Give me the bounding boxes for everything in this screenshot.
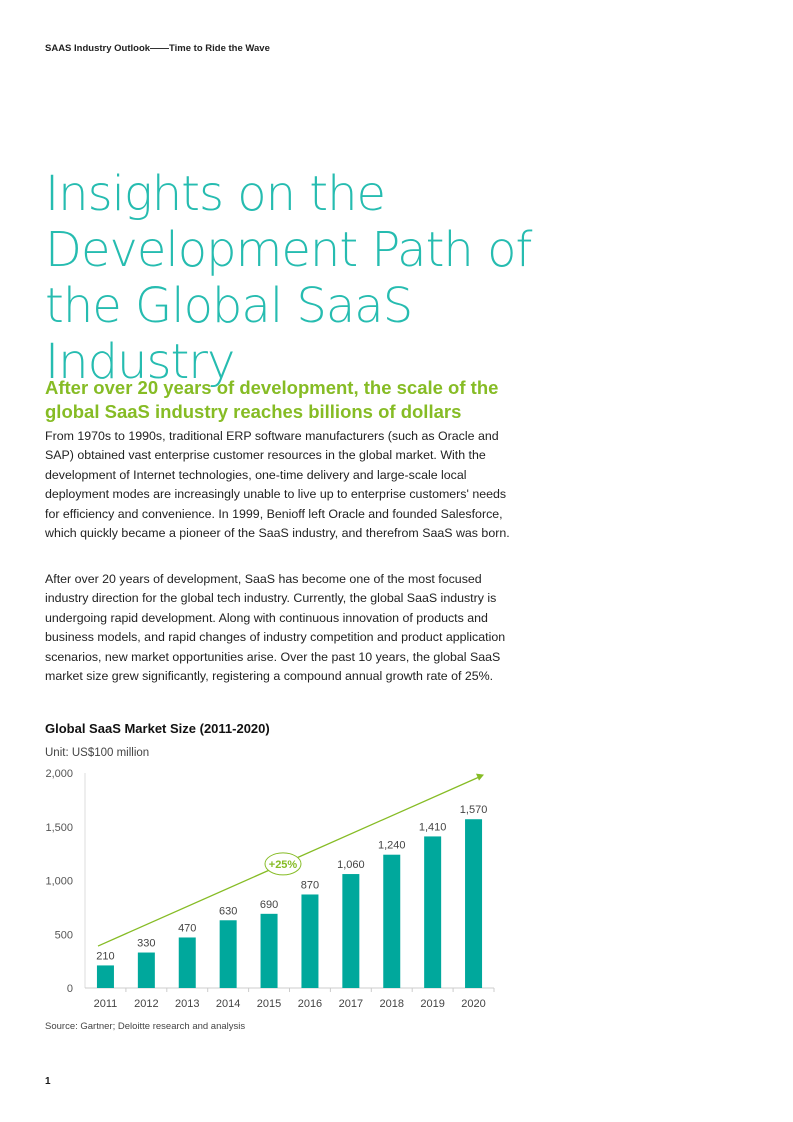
bar-value-label: 1,240 [378, 840, 406, 852]
x-tick-label: 2018 [380, 998, 404, 1010]
bar-value-label: 870 [301, 879, 319, 891]
section-heading: After over 20 years of development, the … [45, 377, 499, 422]
title-line: Development Path of [45, 222, 532, 278]
x-tick-label: 2014 [216, 998, 240, 1010]
x-tick-label: 2015 [257, 998, 281, 1010]
x-tick-label: 2013 [175, 998, 199, 1010]
chart-unit: Unit: US$100 million [45, 747, 150, 759]
bar [424, 836, 442, 988]
trend-arrowhead [476, 773, 484, 781]
chart-title: Global SaaS Market Size (2011-2020) [45, 721, 270, 736]
bar-value-label: 630 [219, 905, 237, 917]
x-tick-label: 2011 [94, 998, 118, 1010]
source-note: Source: Gartner; Deloitte research and a… [45, 1021, 246, 1032]
bar-value-label: 330 [137, 938, 155, 950]
bar-value-label: 470 [178, 922, 196, 934]
x-tick-label: 2016 [298, 998, 322, 1010]
bar [96, 965, 114, 988]
bar [465, 819, 483, 988]
page-title: Insights on the Development Path of the … [45, 166, 565, 390]
bar-value-label: 1,410 [419, 821, 447, 833]
title-line: the Global SaaS Industry [45, 278, 413, 390]
bar-value-label: 690 [260, 899, 278, 911]
bar [219, 920, 237, 988]
x-tick-label: 2017 [339, 998, 363, 1010]
bar-value-label: 1,060 [337, 859, 365, 871]
y-tick-label: 0 [67, 983, 73, 995]
y-tick-label: 500 [55, 929, 73, 941]
bar-value-label: 1,570 [460, 804, 488, 816]
bar [260, 913, 278, 988]
paragraph: From 1970s to 1990s, traditional ERP sof… [45, 429, 510, 541]
growth-annotation-label: +25% [269, 859, 298, 871]
bar-value-label: 210 [96, 950, 114, 962]
y-tick-label: 2,000 [45, 768, 73, 780]
bar-chart: 0 500 1,000 1,500 2,000 210 2011 330 2012 470 2013… [45, 768, 495, 1010]
bar [383, 854, 401, 988]
paragraph: After over 20 years of development, SaaS… [45, 572, 506, 684]
page-number: 1 [45, 1076, 51, 1087]
bar [301, 894, 319, 988]
bar [342, 874, 360, 988]
running-header: SAAS Industry Outlook——Time to Ride the … [45, 43, 270, 54]
y-tick-label: 1,500 [45, 822, 73, 834]
y-tick-label: 1,000 [45, 876, 73, 888]
x-tick-label: 2020 [461, 998, 485, 1010]
x-tick-label: 2019 [420, 998, 444, 1010]
title-line: Insights on the [45, 166, 386, 222]
growth-annotation-ellipse [264, 852, 302, 876]
bar [137, 952, 155, 988]
bar [178, 937, 196, 988]
x-tick-label: 2012 [134, 998, 158, 1010]
